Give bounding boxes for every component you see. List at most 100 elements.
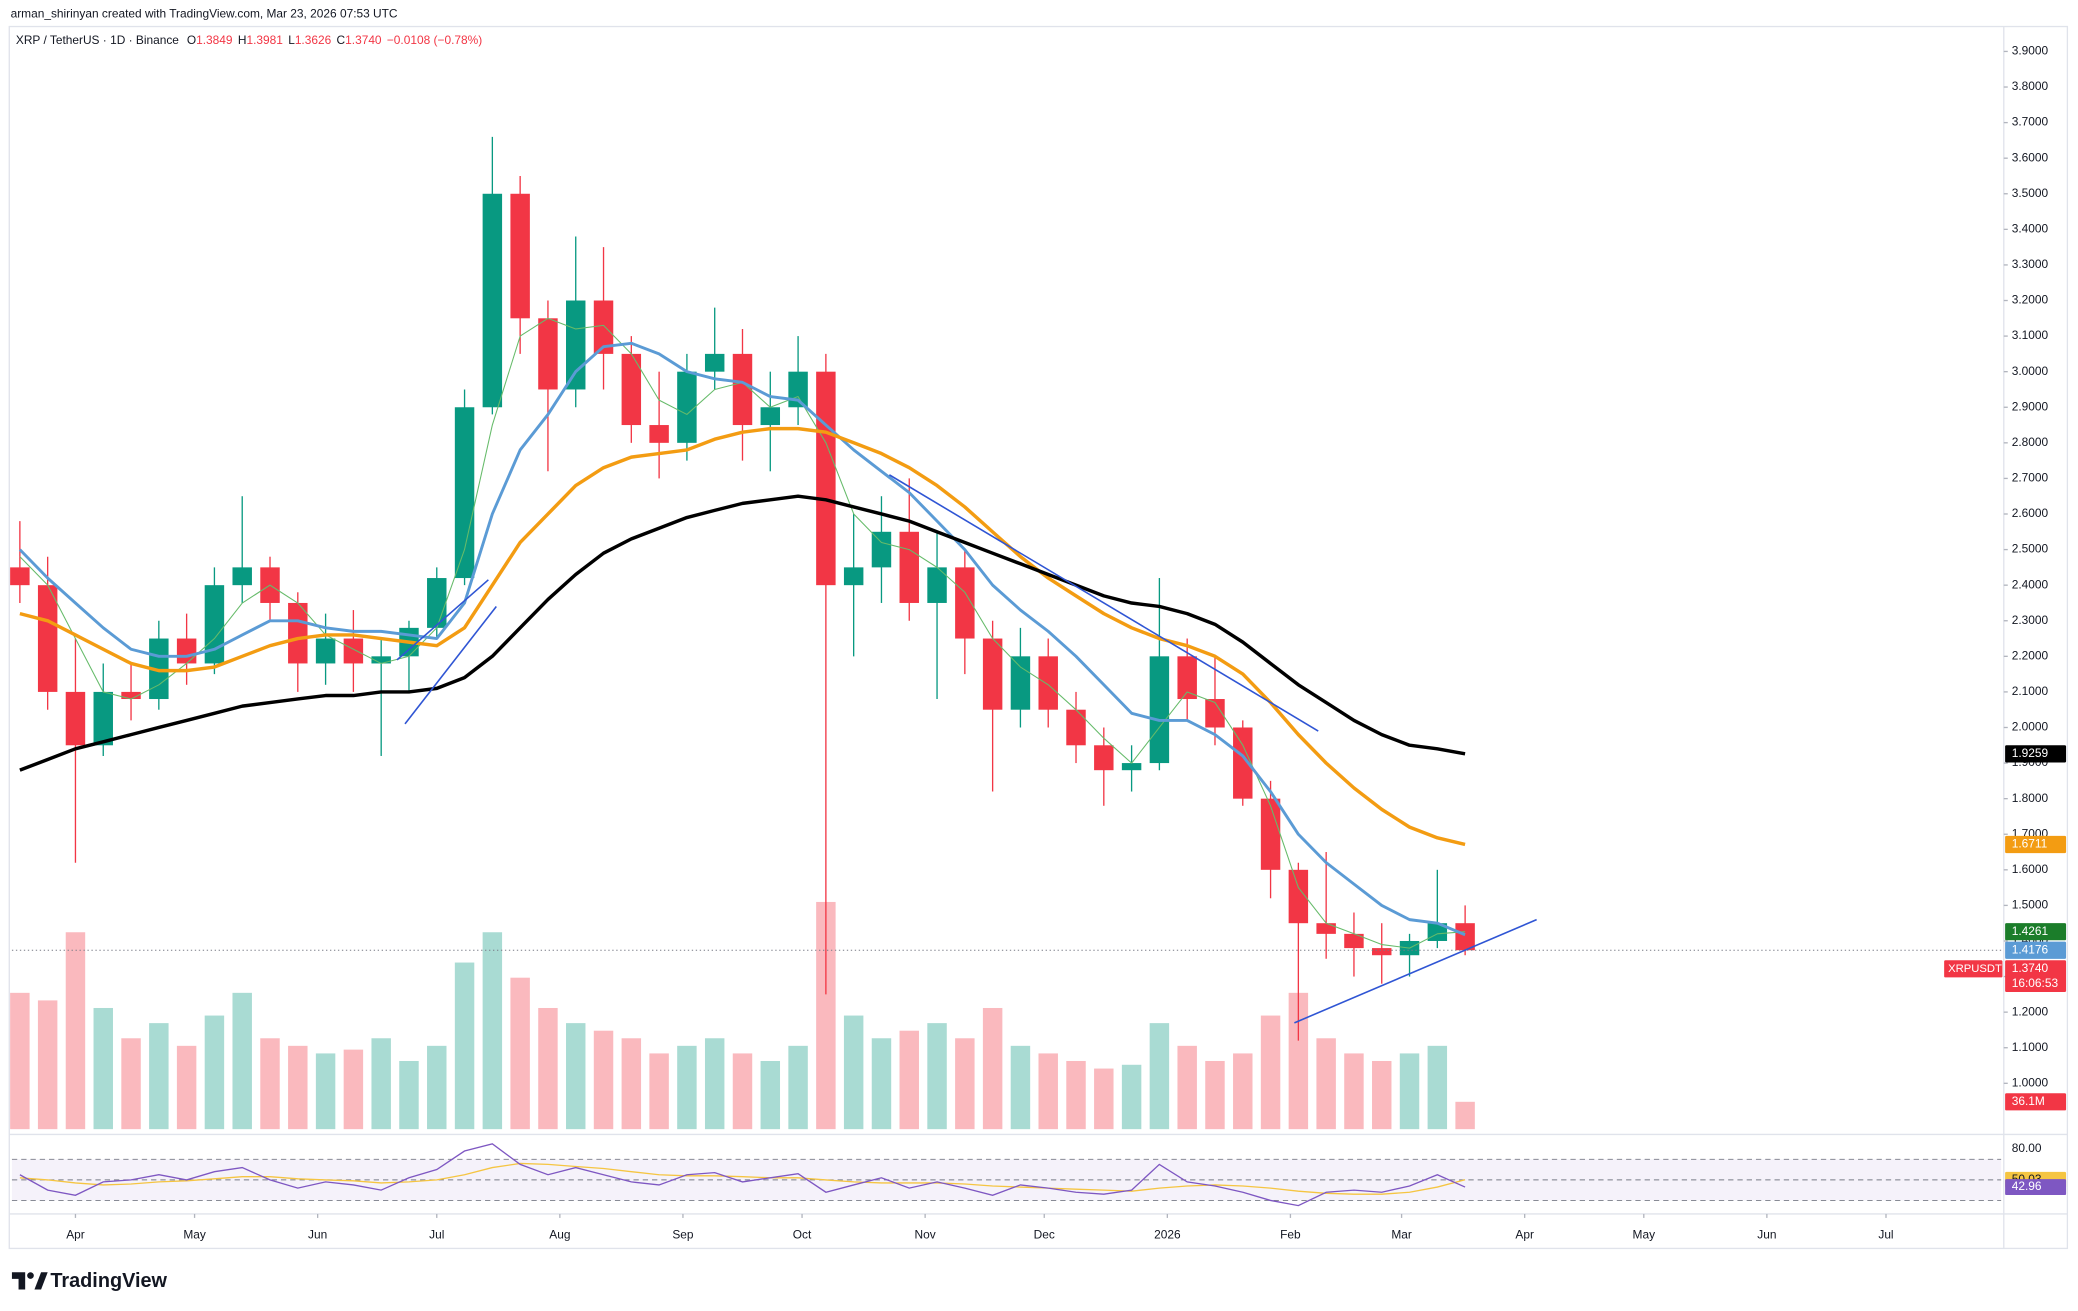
candle-body: [1316, 923, 1336, 934]
x-tick-label: Mar: [1391, 1227, 1412, 1241]
y-tick-label: 3.6000: [2012, 150, 2049, 164]
y-tick-label: 1.6000: [2012, 862, 2049, 876]
y-tick-label: 2.7000: [2012, 471, 2049, 485]
volume-bar: [260, 1038, 280, 1130]
price-label-box: [2005, 835, 2067, 854]
symbol-tag: [1944, 960, 2003, 978]
price-pane: [10, 136, 1475, 1130]
price-label: 1.6711: [2012, 837, 2048, 851]
volume-bar: [427, 1045, 447, 1130]
volume-bar: [93, 1007, 113, 1130]
x-tick-label: Apr: [66, 1227, 85, 1241]
y-tick-label: 1.5000: [2012, 898, 2049, 912]
price-label-box: [2005, 745, 2067, 763]
candle-body: [454, 407, 475, 579]
x-tick-label: Sep: [672, 1227, 694, 1241]
volume-bar: [621, 1038, 642, 1130]
y-tick-label: 3.1000: [2012, 328, 2049, 342]
volume-bar: [288, 1045, 308, 1130]
trendline: [404, 605, 497, 725]
trendline: [396, 579, 489, 661]
rsi-label: 42.96: [2012, 1179, 2042, 1193]
chart-frame: [8, 25, 2069, 1250]
volume-bar: [1121, 1064, 1142, 1130]
x-tick-label: Aug: [549, 1227, 570, 1241]
change: −0.0108 (−0.78%): [387, 33, 482, 47]
brand: TradingView: [50, 1270, 167, 1292]
candle-body: [37, 585, 58, 692]
volume-bar: [566, 1023, 586, 1130]
trendline: [888, 474, 1319, 732]
x-tick-label: Oct: [793, 1227, 812, 1241]
volume-label: 36.1M: [2012, 1094, 2045, 1108]
volume-bar: [454, 962, 475, 1130]
y-tick-label: 3.7000: [2012, 115, 2049, 129]
candle-body: [1177, 656, 1197, 700]
candle-body: [482, 193, 503, 408]
volume-bar: [1066, 1060, 1086, 1130]
y-tick-label: 2.4000: [2012, 577, 2049, 591]
volume-bar: [1149, 1023, 1170, 1130]
candle-body: [760, 407, 781, 426]
volume-bar: [843, 1015, 864, 1130]
candle-body: [899, 531, 919, 603]
volume-bar: [1344, 1053, 1364, 1130]
logo-shape: [34, 1272, 48, 1290]
candle-body: [288, 602, 308, 664]
candle-body: [1121, 763, 1142, 771]
volume-label-box: [2005, 1093, 2067, 1111]
ohlc-value: 1.3981: [246, 33, 283, 47]
candle-body: [204, 585, 225, 664]
volume-bar: [899, 1030, 919, 1130]
volume-bar: [788, 1045, 808, 1130]
candle-body: [704, 353, 725, 372]
candle-body: [510, 193, 530, 319]
candle-body: [1094, 745, 1114, 771]
candle-body: [65, 691, 86, 746]
candle-body: [1149, 656, 1170, 764]
rsi-label-box: [2005, 1179, 2067, 1196]
candle-body: [10, 567, 30, 586]
volume-bar: [816, 901, 836, 1130]
candle-body: [371, 656, 391, 664]
candle-body: [1344, 933, 1364, 949]
volume-bar: [677, 1045, 697, 1130]
volume-bar: [121, 1038, 141, 1130]
candle-body: [232, 567, 252, 586]
candle-body: [176, 638, 197, 664]
x-tick-label: Feb: [1280, 1227, 1301, 1241]
credit: arman_shirinyan created with TradingView…: [11, 7, 398, 21]
volume-bar: [1233, 1053, 1253, 1130]
volume-bar: [149, 1023, 169, 1130]
volume-bar: [37, 1000, 58, 1130]
volume-bar: [343, 1049, 364, 1130]
y-tick-label: 3.8000: [2012, 79, 2049, 93]
candle-body: [732, 353, 753, 426]
y-tick-label: 1.8000: [2012, 791, 2049, 805]
candle-body: [649, 425, 669, 443]
candle-body: [121, 691, 141, 700]
y-tick-label: 3.3000: [2012, 257, 2049, 271]
y-tick-label: 3.4000: [2012, 222, 2049, 236]
y-tick-label: 2.1000: [2012, 684, 2049, 698]
y-tick-label: 1.1000: [2012, 1040, 2049, 1054]
candle-body: [343, 638, 364, 664]
x-tick-label: May: [1633, 1227, 1656, 1241]
price-label-box: [2005, 941, 2067, 959]
ohlc-key: L: [288, 33, 295, 47]
logo-shape: [11, 1272, 26, 1290]
symbol-line: XRP / TetherUS · 1D · Binance O1.3849 H1.3…: [16, 33, 482, 47]
ohlc-value: 1.3626: [295, 33, 332, 47]
countdown: 16:06:53: [2012, 976, 2059, 990]
volume-bar: [871, 1038, 892, 1130]
volume-bar: [1260, 1015, 1281, 1130]
volume-bar: [982, 1007, 1003, 1130]
volume-bar: [1399, 1053, 1420, 1130]
x-tick-label: Jun: [308, 1227, 327, 1241]
y-tick-label: 3.0000: [2012, 364, 2049, 378]
volume-bar: [1038, 1053, 1058, 1130]
volume-bar: [399, 1060, 419, 1130]
symbol: XRP / TetherUS · 1D · Binance: [16, 33, 179, 47]
